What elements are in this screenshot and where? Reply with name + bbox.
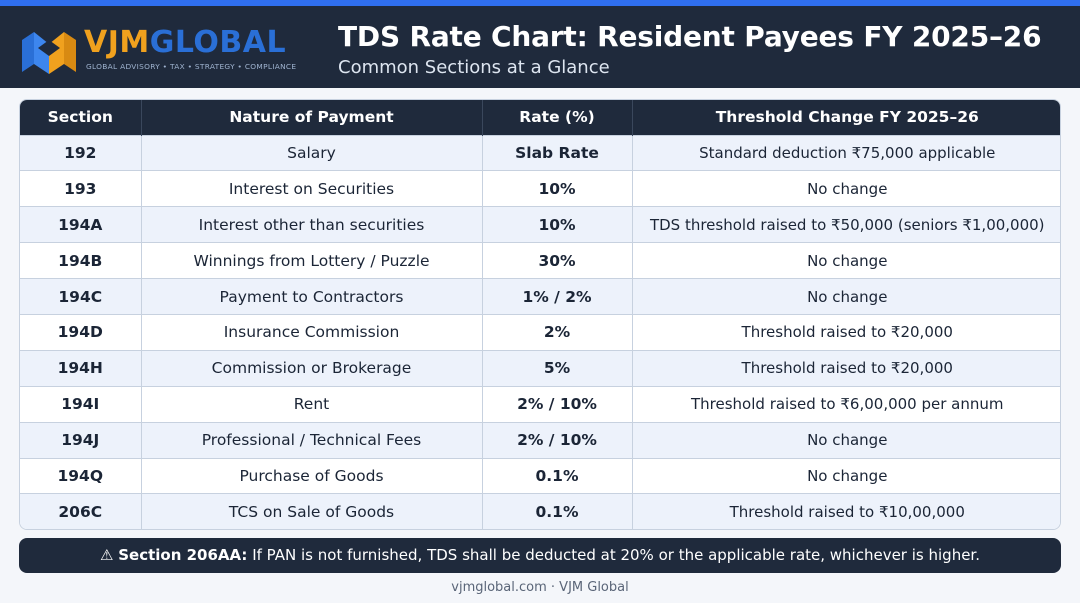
cell-threshold: Threshold raised to ₹6,00,000 per annum (632, 385, 1060, 423)
table-row: 194C Payment to Contractors 1% / 2% No c… (20, 278, 1060, 315)
table-row: 194H Commission or Brokerage 5% Threshol… (20, 349, 1060, 387)
cell-threshold: Threshold raised to ₹20,000 (632, 349, 1060, 387)
column-header-rate: Rate (%) (482, 100, 633, 135)
cell-rate: 10% (482, 170, 633, 207)
cell-rate: 2% / 10% (482, 421, 633, 459)
cell-nature: Professional / Technical Fees (141, 421, 483, 459)
cell-threshold: No change (632, 457, 1060, 494)
cell-section: 194B (20, 242, 142, 279)
cell-section: 194H (20, 349, 142, 387)
page-title: TDS Rate Chart: Resident Payees FY 2025–… (338, 20, 1042, 53)
cell-threshold: No change (632, 278, 1060, 315)
logo-wordmark: VJMGLOBAL (84, 26, 286, 60)
cell-rate: 30% (482, 242, 633, 279)
table-row: 194B Winnings from Lottery / Puzzle 30% … (20, 242, 1060, 279)
cell-threshold: Threshold raised to ₹20,000 (632, 313, 1060, 351)
cell-threshold: No change (632, 170, 1060, 207)
table-row: 194I Rent 2% / 10% Threshold raised to ₹… (20, 385, 1060, 423)
table-row: 206C TCS on Sale of Goods 0.1% Threshold… (20, 493, 1060, 529)
vjm-global-logo: VJMGLOBAL GLOBAL ADVISORY • TAX • STRATE… (18, 24, 318, 80)
cell-nature: Salary (141, 134, 483, 171)
cell-section: 194J (20, 421, 142, 459)
footer-credit: vjmglobal.com · VJM Global (451, 580, 629, 595)
cell-rate: Slab Rate (482, 134, 633, 171)
table-row: 194Q Purchase of Goods 0.1% No change (20, 457, 1060, 494)
note-text: If PAN is not furnished, TDS shall be de… (247, 546, 980, 564)
cell-threshold: No change (632, 242, 1060, 279)
cell-nature: Winnings from Lottery / Puzzle (141, 242, 483, 279)
cell-section: 194Q (20, 457, 142, 494)
cell-rate: 2% (482, 313, 633, 351)
table-row: 194D Insurance Commission 2% Threshold r… (20, 313, 1060, 351)
cell-nature: Rent (141, 385, 483, 423)
table-header-row: Section Nature of Payment Rate (%) Thres… (20, 100, 1060, 135)
table-row: 194A Interest other than securities 10% … (20, 206, 1060, 243)
cell-rate: 5% (482, 349, 633, 387)
cell-rate: 1% / 2% (482, 278, 633, 315)
cell-nature: Interest other than securities (141, 206, 483, 243)
column-header-nature: Nature of Payment (141, 100, 483, 135)
cell-section: 192 (20, 134, 142, 171)
section-206aa-note: ⚠ Section 206AA: If PAN is not furnished… (19, 538, 1061, 573)
cell-threshold: Threshold raised to ₹10,00,000 (632, 493, 1060, 529)
header-banner: VJMGLOBAL GLOBAL ADVISORY • TAX • STRATE… (0, 6, 1080, 88)
cell-nature: Insurance Commission (141, 313, 483, 351)
cell-threshold: Standard deduction ₹75,000 applicable (632, 134, 1060, 171)
cell-nature: Interest on Securities (141, 170, 483, 207)
cell-section: 193 (20, 170, 142, 207)
column-header-threshold: Threshold Change FY 2025–26 (632, 100, 1060, 135)
column-header-section: Section (20, 100, 142, 135)
table-row: 193 Interest on Securities 10% No change (20, 170, 1060, 207)
page-subtitle: Common Sections at a Glance (338, 57, 610, 78)
top-accent-bar (0, 0, 1080, 6)
logo-word-global: GLOBAL (149, 25, 287, 60)
cell-section: 194C (20, 278, 142, 315)
logo-tagline: GLOBAL ADVISORY • TAX • STRATEGY • COMPL… (86, 62, 297, 71)
cell-rate: 0.1% (482, 493, 633, 529)
tds-rate-table: Section Nature of Payment Rate (%) Thres… (19, 99, 1061, 530)
cell-rate: 0.1% (482, 457, 633, 494)
cell-section: 206C (20, 493, 142, 529)
cell-nature: Commission or Brokerage (141, 349, 483, 387)
cell-rate: 10% (482, 206, 633, 243)
table-row: 192 Salary Slab Rate Standard deduction … (20, 134, 1060, 171)
cell-nature: TCS on Sale of Goods (141, 493, 483, 529)
logo-mark-icon (22, 32, 76, 74)
cell-threshold: TDS threshold raised to ₹50,000 (seniors… (632, 206, 1060, 243)
table-row: 194J Professional / Technical Fees 2% / … (20, 421, 1060, 459)
cell-threshold: No change (632, 421, 1060, 459)
note-label: Section 206AA: (118, 546, 248, 564)
cell-nature: Purchase of Goods (141, 457, 483, 494)
cell-rate: 2% / 10% (482, 385, 633, 423)
cell-section: 194I (20, 385, 142, 423)
warning-icon: ⚠ (100, 546, 114, 564)
cell-nature: Payment to Contractors (141, 278, 483, 315)
cell-section: 194D (20, 313, 142, 351)
cell-section: 194A (20, 206, 142, 243)
logo-word-vjm: VJM (84, 25, 150, 60)
